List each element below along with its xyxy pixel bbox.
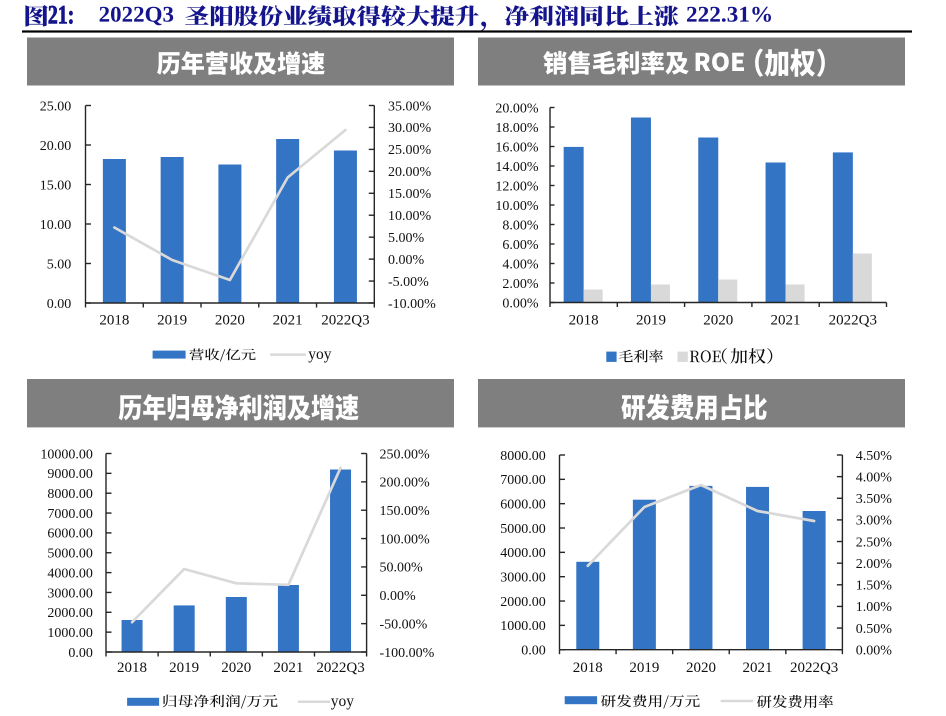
svg-text:16.00%: 16.00% xyxy=(495,140,539,155)
svg-text:1000.00: 1000.00 xyxy=(500,619,546,634)
svg-text:6000.00: 6000.00 xyxy=(500,497,546,512)
svg-text:5.00%: 5.00% xyxy=(388,231,425,246)
svg-text:7000.00: 7000.00 xyxy=(500,473,546,488)
svg-text:12.00%: 12.00% xyxy=(495,179,539,194)
svg-text:yoy: yoy xyxy=(308,346,332,363)
svg-text:10.00%: 10.00% xyxy=(388,209,432,224)
svg-text:4.00%: 4.00% xyxy=(502,257,539,272)
svg-text:-100.00%: -100.00% xyxy=(380,646,435,661)
svg-text:20.00%: 20.00% xyxy=(495,101,539,116)
svg-text:5000.00: 5000.00 xyxy=(47,547,93,562)
svg-text:3.50%: 3.50% xyxy=(856,492,893,507)
svg-text:0.00: 0.00 xyxy=(521,644,546,659)
svg-text:2021: 2021 xyxy=(743,660,773,676)
svg-text:yoy: yoy xyxy=(331,693,355,710)
svg-text:2021: 2021 xyxy=(771,313,801,329)
svg-text:2021: 2021 xyxy=(273,313,303,329)
svg-text:0.00%: 0.00% xyxy=(856,644,893,659)
svg-text:2.00%: 2.00% xyxy=(502,277,539,292)
svg-text:2022Q3: 2022Q3 xyxy=(829,313,877,329)
svg-text:18.00%: 18.00% xyxy=(495,121,539,136)
svg-text:2000.00: 2000.00 xyxy=(500,595,546,610)
svg-text:-5.00%: -5.00% xyxy=(388,275,429,290)
svg-text:20.00%: 20.00% xyxy=(388,165,432,180)
svg-text:35.00%: 35.00% xyxy=(388,99,432,114)
svg-text:6.00%: 6.00% xyxy=(502,238,539,253)
svg-text:30.00%: 30.00% xyxy=(388,121,432,136)
svg-text:2022Q3: 2022Q3 xyxy=(316,660,364,676)
svg-text:0.50%: 0.50% xyxy=(856,622,893,637)
svg-text:2020: 2020 xyxy=(686,660,716,676)
svg-text:0.00%: 0.00% xyxy=(502,296,539,311)
svg-text:-50.00%: -50.00% xyxy=(380,617,428,632)
svg-text:-10.00%: -10.00% xyxy=(388,297,436,312)
svg-text:2019: 2019 xyxy=(629,660,659,676)
svg-text:4000.00: 4000.00 xyxy=(500,546,546,561)
svg-text:5.00: 5.00 xyxy=(47,257,72,272)
svg-text:2020: 2020 xyxy=(703,313,733,329)
svg-text:4.00%: 4.00% xyxy=(856,470,893,485)
svg-text:9000.00: 9000.00 xyxy=(47,467,93,482)
svg-text:0.00: 0.00 xyxy=(68,646,93,661)
svg-text:2020: 2020 xyxy=(215,313,245,329)
svg-text:5000.00: 5000.00 xyxy=(500,522,546,537)
svg-text:150.00%: 150.00% xyxy=(380,504,431,519)
svg-text:25.00%: 25.00% xyxy=(388,143,432,158)
svg-text:25.00: 25.00 xyxy=(40,99,72,114)
svg-text:1.50%: 1.50% xyxy=(856,579,893,594)
svg-text:14.00%: 14.00% xyxy=(495,160,539,175)
svg-text:0.00%: 0.00% xyxy=(388,253,425,268)
svg-text:0.00%: 0.00% xyxy=(380,589,417,604)
svg-text:3.00%: 3.00% xyxy=(856,514,893,529)
svg-text:1.00%: 1.00% xyxy=(856,600,893,615)
svg-text:10.00: 10.00 xyxy=(40,218,72,233)
svg-text:2018: 2018 xyxy=(117,660,147,676)
svg-text:1000.00: 1000.00 xyxy=(47,626,93,641)
svg-text:2020: 2020 xyxy=(221,660,251,676)
svg-text:2000.00: 2000.00 xyxy=(47,606,93,621)
svg-text:15.00%: 15.00% xyxy=(388,187,432,202)
svg-text:4000.00: 4000.00 xyxy=(47,566,93,581)
svg-text:15.00: 15.00 xyxy=(40,178,72,193)
svg-text:2019: 2019 xyxy=(157,313,187,329)
svg-text:2019: 2019 xyxy=(636,313,666,329)
svg-text:6000.00: 6000.00 xyxy=(47,527,93,542)
svg-text:0.00: 0.00 xyxy=(47,297,72,312)
svg-text:2018: 2018 xyxy=(573,660,603,676)
svg-text:2018: 2018 xyxy=(569,313,599,329)
svg-text:100.00%: 100.00% xyxy=(380,532,431,547)
svg-text:2.50%: 2.50% xyxy=(856,535,893,550)
svg-text:10.00%: 10.00% xyxy=(495,199,539,214)
svg-text:2018: 2018 xyxy=(99,313,129,329)
svg-text:3000.00: 3000.00 xyxy=(500,570,546,585)
svg-text:10000.00: 10000.00 xyxy=(40,447,93,462)
svg-text:50.00%: 50.00% xyxy=(380,561,424,576)
svg-text:8000.00: 8000.00 xyxy=(500,449,546,464)
svg-text:2.00%: 2.00% xyxy=(856,557,893,572)
svg-text:8.00%: 8.00% xyxy=(502,218,539,233)
svg-text:250.00%: 250.00% xyxy=(380,447,431,462)
svg-text:3000.00: 3000.00 xyxy=(47,586,93,601)
svg-text:200.00%: 200.00% xyxy=(380,476,431,491)
svg-text:2022Q3: 2022Q3 xyxy=(321,313,369,329)
svg-text:2021: 2021 xyxy=(273,660,303,676)
svg-text:7000.00: 7000.00 xyxy=(47,507,93,522)
svg-text:4.50%: 4.50% xyxy=(856,449,893,464)
svg-text:20.00: 20.00 xyxy=(40,139,72,154)
svg-text:2022Q3: 2022Q3 xyxy=(790,660,838,676)
svg-text:8000.00: 8000.00 xyxy=(47,487,93,502)
svg-text:2019: 2019 xyxy=(169,660,199,676)
